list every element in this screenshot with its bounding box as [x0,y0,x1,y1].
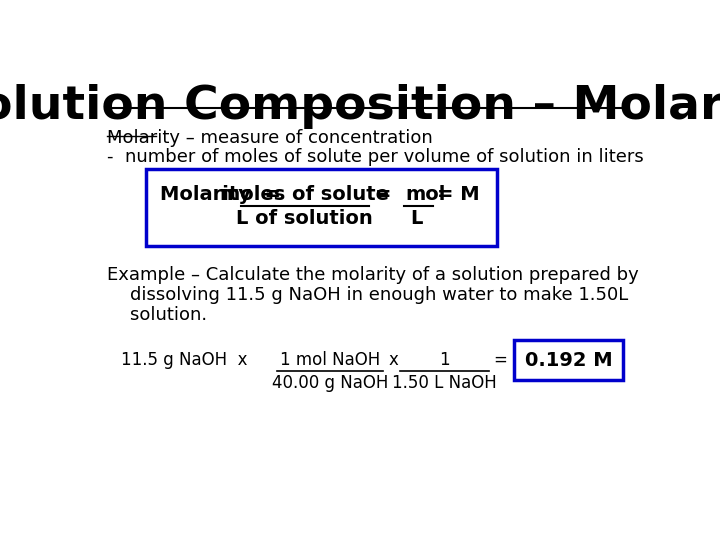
Text: 0.192 M: 0.192 M [525,350,612,369]
Text: 1.50 L NaOH: 1.50 L NaOH [392,374,497,392]
Text: =: = [374,185,391,204]
Text: =: = [493,351,507,369]
Text: x: x [389,351,398,369]
Text: 11.5 g NaOH  x: 11.5 g NaOH x [121,351,247,369]
Text: Molarity  =: Molarity = [160,185,281,204]
FancyBboxPatch shape [514,340,623,380]
FancyBboxPatch shape [145,168,498,246]
Text: -  number of moles of solute per volume of solution in liters: - number of moles of solute per volume o… [107,148,644,166]
Text: L of solution: L of solution [236,209,373,228]
Text: Molarity – measure of concentration: Molarity – measure of concentration [107,129,433,147]
Text: Solution Composition – Molarity: Solution Composition – Molarity [0,84,720,129]
Text: solution.: solution. [107,306,207,323]
Text: 1 mol NaOH: 1 mol NaOH [280,351,380,369]
Text: mol: mol [405,185,446,204]
Text: 40.00 g NaOH: 40.00 g NaOH [271,374,388,392]
Text: 1: 1 [439,351,450,369]
Text: = M: = M [437,185,480,204]
Text: dissolving 11.5 g NaOH in enough water to make 1.50L: dissolving 11.5 g NaOH in enough water t… [107,286,628,304]
Text: moles of solute: moles of solute [220,185,390,204]
Text: Example – Calculate the molarity of a solution prepared by: Example – Calculate the molarity of a so… [107,266,639,285]
Text: L: L [410,209,423,228]
